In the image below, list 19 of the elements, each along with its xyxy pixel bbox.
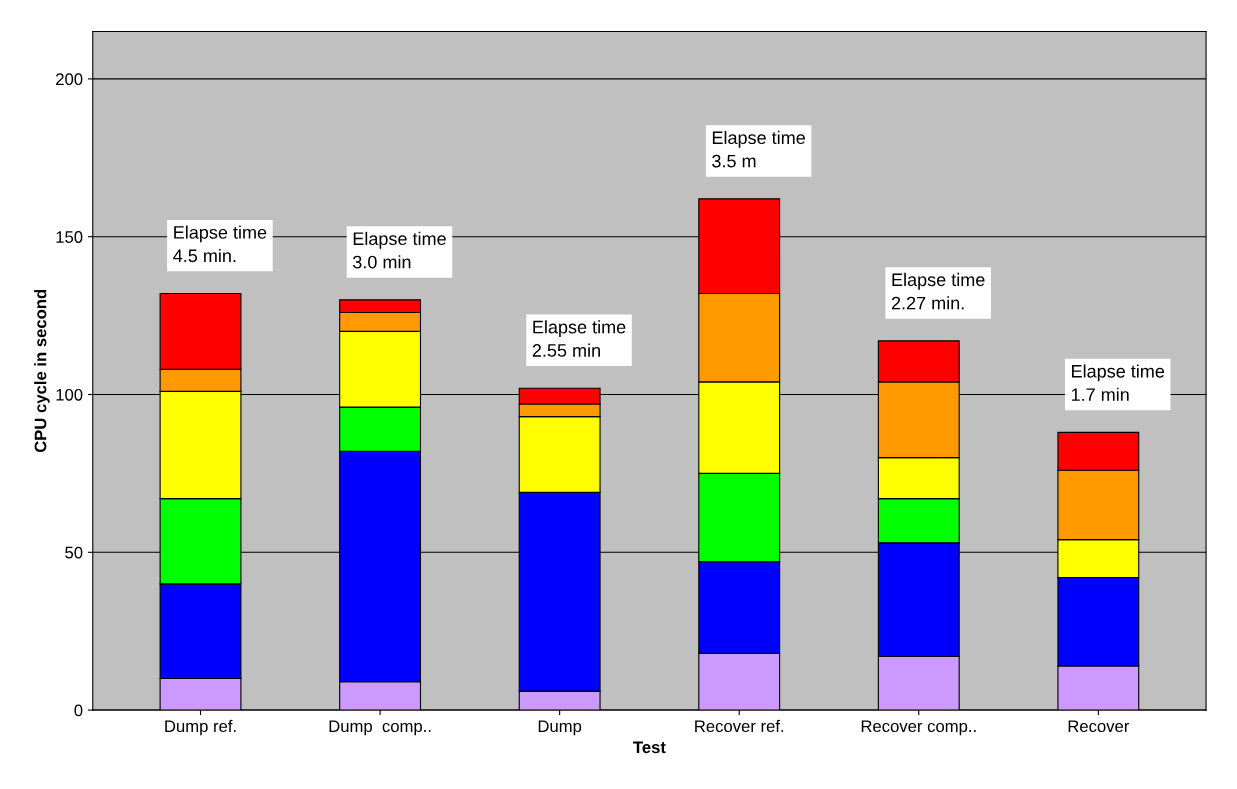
y-tick-label: 100 (56, 388, 83, 401)
y-axis-title: CPU cycle in second (34, 289, 50, 453)
annotation: Elapse time 3.5 m (712, 130, 805, 168)
x-tick-label: Dump ref. (165, 719, 236, 736)
x-axis-title: Test (633, 741, 666, 754)
x-tick-label: Dump (538, 720, 582, 736)
x-tick-label: Dump comp.. (329, 720, 431, 736)
y-tick-label: 0 (74, 704, 83, 717)
x-tick-label: Recover (1068, 720, 1130, 733)
x-tick-label: Recover ref. (695, 719, 784, 733)
x-tick-label: Recover comp.. (861, 720, 976, 736)
annotation: Elapse time 3.0 min (352, 231, 446, 269)
y-tick-label: 50 (65, 546, 83, 559)
annotation: Elapse time 4.5 min. (173, 225, 267, 263)
annotation: Elapse time 2.27 min. (891, 272, 985, 310)
annotation: Elapse time 1.7 min (1071, 364, 1165, 401)
y-tick-label: 200 (56, 73, 83, 86)
annotation: Elapse time 2.55 min (532, 320, 626, 357)
y-tick-label: 150 (56, 231, 83, 243)
